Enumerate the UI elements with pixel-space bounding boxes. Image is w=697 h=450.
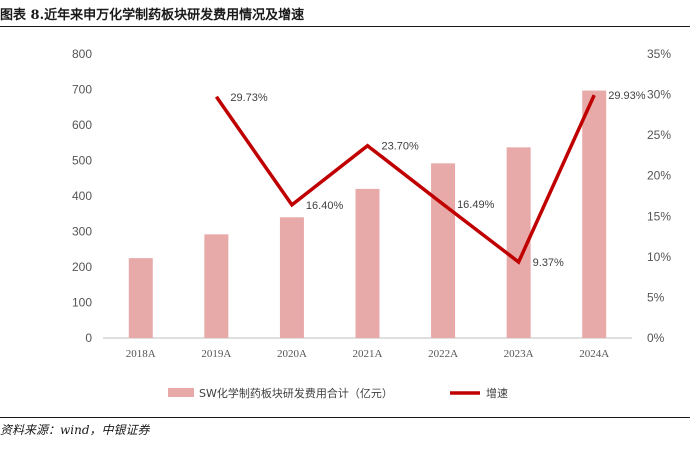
x-tick-label: 2020A <box>277 348 307 360</box>
y-right-tick: 10% <box>647 250 671 264</box>
bar-2021A <box>355 188 380 338</box>
bar-2023A <box>506 147 531 338</box>
y-right-tick: 30% <box>647 88 671 102</box>
legend-swatch-bar <box>168 388 194 397</box>
y-left-tick: 400 <box>72 189 92 203</box>
legend-label-bar: SW化学制药板块研发费用合计（亿元） <box>199 386 393 400</box>
growth-data-label: 23.70% <box>382 141 420 153</box>
y-left-tick: 300 <box>72 225 92 239</box>
y-left-tick: 200 <box>72 260 92 274</box>
y-right-tick: 25% <box>647 128 671 142</box>
growth-data-label: 16.40% <box>306 200 344 212</box>
x-tick-label: 2024A <box>579 348 609 360</box>
growth-line <box>214 94 596 265</box>
growth-data-label: 29.93% <box>608 90 646 102</box>
bar-2024A <box>582 90 607 338</box>
chart-title: 图表 8.近年来申万化学制药板块研发费用情况及增速 <box>0 8 305 23</box>
y-left-tick: 500 <box>72 154 92 168</box>
growth-data-label: 29.73% <box>230 92 268 104</box>
y-right-tick: 20% <box>647 169 671 183</box>
x-tick-label: 2019A <box>201 348 231 360</box>
source-note: 资料来源：wind，中银证券 <box>0 423 150 437</box>
x-tick-label: 2022A <box>428 348 458 360</box>
x-tick-label: 2021A <box>353 348 383 360</box>
legend-label-line: 增速 <box>486 386 508 400</box>
y-right-tick: 35% <box>647 47 671 61</box>
growth-data-label: 16.49% <box>457 199 495 211</box>
y-left-tick: 800 <box>72 47 92 61</box>
x-tick-label: 2023A <box>504 348 534 360</box>
growth-data-label: 9.37% <box>533 257 564 269</box>
bottom-rule <box>0 417 690 418</box>
bar-2022A <box>431 163 456 338</box>
bar-2020A <box>279 217 304 338</box>
y-right-tick: 15% <box>647 209 671 223</box>
y-left-tick: 600 <box>72 118 92 132</box>
y-left-tick: 100 <box>72 296 92 310</box>
y-right-tick: 5% <box>647 290 665 304</box>
y-left-tick: 0 <box>85 331 92 345</box>
y-left-tick: 700 <box>72 83 92 97</box>
y-right-tick: 0% <box>647 331 665 345</box>
bar-2018A <box>128 258 153 338</box>
top-rule <box>0 26 690 27</box>
bar-2019A <box>204 234 229 338</box>
x-tick-label: 2018A <box>126 348 156 360</box>
